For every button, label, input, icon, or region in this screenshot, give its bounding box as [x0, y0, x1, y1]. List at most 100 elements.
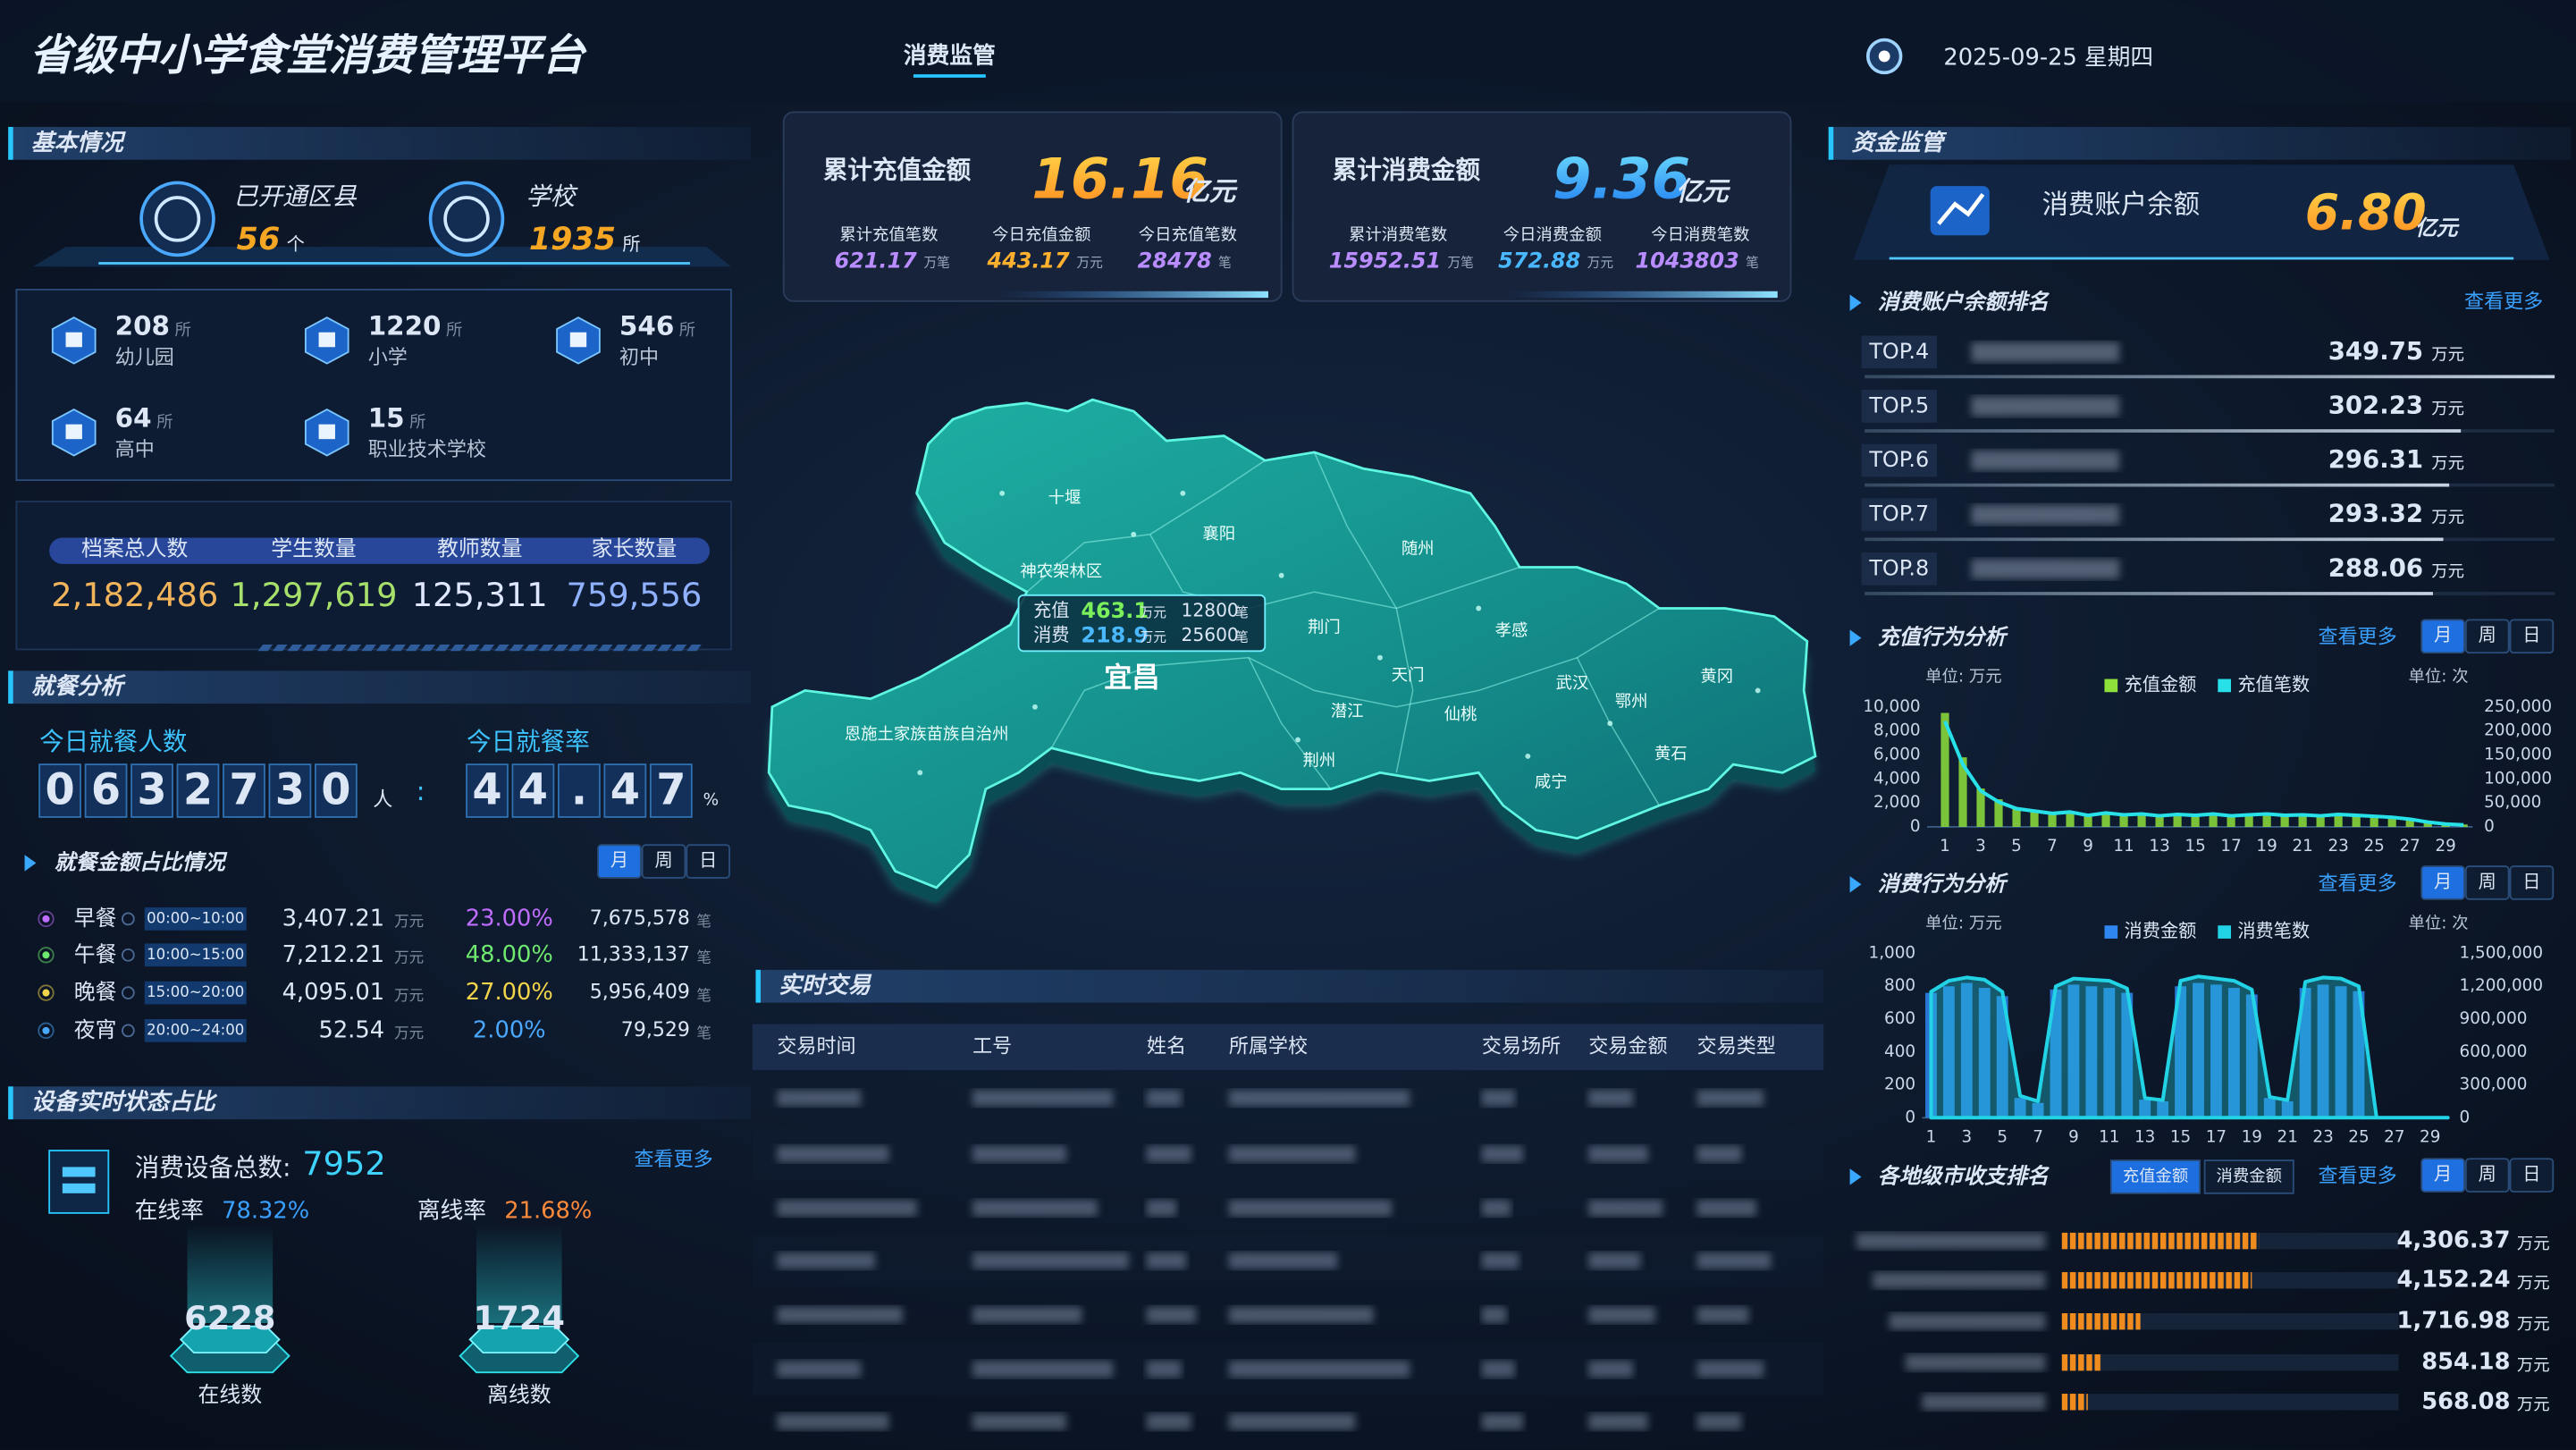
- rank-unit: 万元: [2431, 400, 2464, 418]
- blurred-cell: [1696, 1145, 1742, 1162]
- section-accent: [8, 126, 13, 160]
- rank-unit: 万元: [2431, 508, 2464, 527]
- tab-button[interactable]: [2420, 619, 2465, 654]
- stripe-decoration: [538, 644, 554, 652]
- tab-button[interactable]: [2509, 865, 2555, 900]
- tab-button[interactable]: [2509, 619, 2555, 654]
- toggle-label[interactable]: 充值金额: [2123, 1167, 2189, 1185]
- bar: [2050, 989, 2062, 1118]
- toggle-button[interactable]: [2203, 1159, 2294, 1194]
- tab-button[interactable]: [2420, 1158, 2465, 1193]
- blurred-cell: [777, 1090, 862, 1107]
- more-link[interactable]: 查看更多: [2318, 873, 2396, 895]
- tab-label[interactable]: 周: [2479, 871, 2496, 892]
- table-column: 交易金额: [1588, 1035, 1667, 1058]
- tab-label[interactable]: 月: [2434, 871, 2452, 892]
- balance-icon: [1930, 186, 1990, 236]
- meal-unit: 万元: [394, 948, 424, 965]
- more-link[interactable]: 查看更多: [2318, 1165, 2396, 1187]
- tab-label[interactable]: 日: [2522, 1163, 2540, 1184]
- digit-box: [84, 763, 128, 818]
- rank-badge: [1861, 498, 1938, 532]
- map-province: [767, 398, 1817, 889]
- section-bar: [755, 969, 1824, 1003]
- people-label: 学生数量: [271, 535, 357, 561]
- tab-label[interactable]: 月: [610, 849, 628, 871]
- rank-progress: [1865, 592, 2433, 595]
- meal-name: 早餐: [74, 906, 117, 931]
- device-total-label: 消费设备总数:: [135, 1152, 291, 1182]
- blurred-cell: [1588, 1361, 1633, 1378]
- kpi-stat-label: 今日消费笔数: [1651, 225, 1749, 244]
- tab-label[interactable]: 月: [2434, 1163, 2452, 1184]
- more-link[interactable]: 查看更多: [2464, 291, 2543, 314]
- time-box: [144, 981, 247, 1005]
- bar: [2423, 821, 2432, 827]
- bar: [2387, 816, 2396, 827]
- tab-button[interactable]: [641, 844, 686, 879]
- meal-amount: 4,095.01: [282, 979, 385, 1006]
- balance-icon-line: [1937, 192, 1985, 225]
- device-count: 6228: [184, 1299, 275, 1337]
- more-link[interactable]: 查看更多: [635, 1149, 713, 1171]
- tooltip-unit: 万元: [1141, 605, 1167, 620]
- rank-value: 293.32: [2328, 499, 2423, 528]
- tab-label[interactable]: 日: [699, 849, 717, 871]
- map-region-label: 武汉: [1556, 674, 1589, 693]
- bar: [2084, 814, 2092, 827]
- tab-label[interactable]: 月: [2434, 624, 2452, 645]
- summary-value: 56: [237, 222, 281, 257]
- tab-label[interactable]: 周: [2479, 1163, 2496, 1184]
- table-column: 所属学校: [1229, 1035, 1308, 1058]
- bar-value-label: 568.08: [2421, 1388, 2510, 1415]
- section-bar: [8, 1086, 751, 1120]
- tab-button[interactable]: [2464, 619, 2510, 654]
- toggle-label[interactable]: 消费金额: [2216, 1167, 2282, 1185]
- bar-track: [2061, 1313, 2399, 1330]
- y-tick-label: 600: [1884, 1009, 1915, 1028]
- rank-label: TOP.4: [1868, 339, 1929, 364]
- more-link[interactable]: 查看更多: [2318, 627, 2396, 649]
- x-tick-label: 27: [2384, 1127, 2404, 1146]
- tab-label[interactable]: 日: [2522, 624, 2540, 645]
- tooltip-unit: 万元: [1141, 630, 1167, 645]
- rank-label: TOP.6: [1868, 447, 1929, 472]
- bar: [2227, 988, 2240, 1118]
- toggle-button[interactable]: [2109, 1159, 2201, 1194]
- section-accent: [755, 969, 761, 1003]
- y-tick-label: 2,000: [1873, 793, 1921, 812]
- y2-tick-label: 1,200,000: [2460, 976, 2544, 995]
- device-icon-bar: [62, 1183, 96, 1193]
- map-region-label: 神农架林区: [1020, 562, 1102, 581]
- bar: [1940, 712, 1949, 827]
- school-icon-inner: [65, 424, 82, 440]
- bar: [2175, 986, 2187, 1118]
- blurred-cell: [777, 1413, 889, 1430]
- tab-button[interactable]: [2464, 1158, 2510, 1193]
- meal-name: 夜宵: [74, 1017, 117, 1042]
- bar: [2061, 1353, 2101, 1371]
- tab-button[interactable]: [686, 844, 730, 879]
- meal-unit: 笔: [696, 1024, 711, 1041]
- tab-button[interactable]: [2464, 865, 2510, 900]
- tab-label[interactable]: 周: [2479, 624, 2496, 645]
- meal-unit: 万元: [394, 987, 424, 1004]
- meal-name: 晚餐: [74, 980, 117, 1005]
- tab-button[interactable]: [2420, 865, 2465, 900]
- pedestal-top: [179, 1325, 281, 1354]
- map-region-label: 黄石: [1654, 745, 1688, 763]
- kpi-stat-unit: 笔: [1218, 256, 1232, 271]
- bar: [2157, 1100, 2169, 1118]
- info-icon: [122, 1024, 135, 1038]
- section-arrow: [1849, 876, 1862, 893]
- tab-button[interactable]: [597, 844, 642, 879]
- tab-label[interactable]: 周: [654, 849, 672, 871]
- info-icon: [122, 948, 135, 962]
- meal-unit: 笔: [696, 913, 711, 930]
- meal-count: 79,529: [621, 1019, 690, 1041]
- map-region-label: 鄂州: [1615, 692, 1648, 711]
- section-title: 基本情况: [31, 130, 126, 156]
- tab-button[interactable]: [2509, 1158, 2555, 1193]
- meal-time: 15:00~20:00: [147, 983, 244, 1000]
- tab-label[interactable]: 日: [2522, 871, 2540, 892]
